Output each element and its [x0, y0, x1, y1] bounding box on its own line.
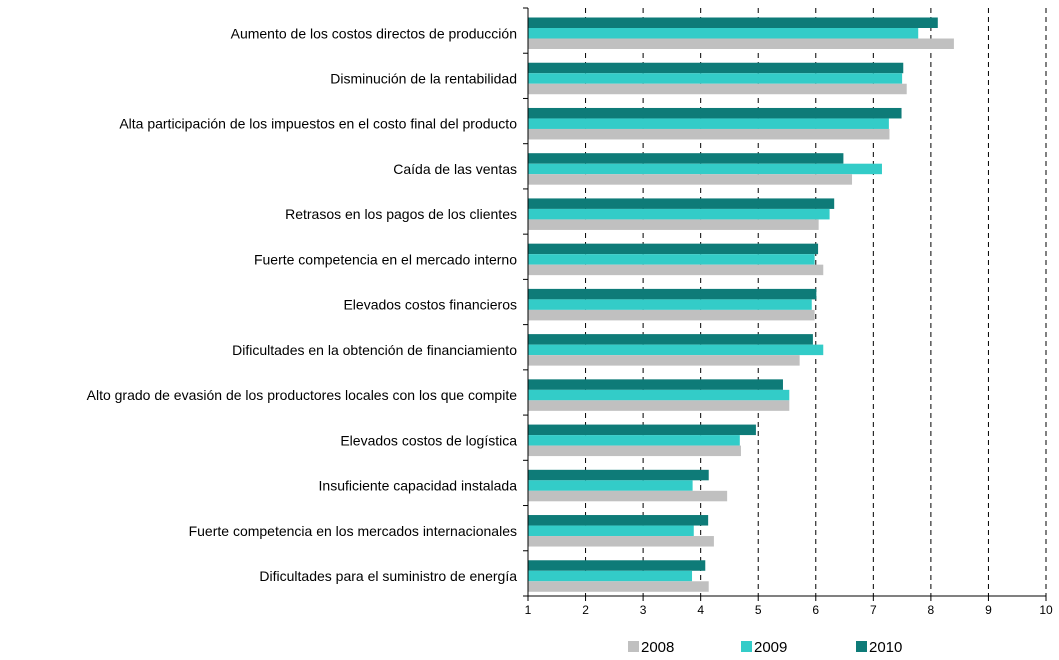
bar-2008-9	[528, 445, 741, 457]
bar-2009-5	[528, 254, 815, 265]
bar-2008-11	[528, 536, 714, 547]
legend-label-2008: 2008	[641, 639, 674, 656]
x-tick-label-5: 5	[755, 603, 762, 617]
x-tick-labels: 1 2 3 4 5 6 7 8 9 10	[525, 603, 1053, 617]
legend-swatch-2010	[856, 641, 867, 652]
bar-2010-9	[528, 424, 756, 436]
bar-2009-6	[528, 299, 812, 310]
bar-2010-3	[528, 153, 844, 164]
category-label-4: Retrasos en los pagos de los clientes	[285, 206, 517, 222]
category-label-0: Aumento de los costos directos de produc…	[231, 25, 517, 41]
bar-2010-1	[528, 62, 904, 74]
category-label-12: Dificultades para el suministro de energ…	[259, 568, 517, 584]
category-label-10: Insuficiente capacidad instalada	[319, 478, 518, 494]
bar-2009-9	[528, 435, 740, 446]
category-label-11: Fuerte competencia en los mercados inter…	[189, 523, 517, 539]
bar-2008-7	[528, 355, 800, 366]
category-label-1: Disminución de la rentabilidad	[330, 70, 517, 86]
bar-2009-12	[528, 570, 693, 582]
x-tick-label-7: 7	[870, 603, 877, 617]
x-tick-label-10: 10	[1039, 603, 1053, 617]
bar-2010-7	[528, 334, 813, 345]
category-label-7: Dificultades en la obtención de financia…	[232, 342, 517, 358]
x-tick-label-8: 8	[928, 603, 935, 617]
legend-swatch-2008	[628, 641, 639, 652]
x-tick-label-4: 4	[697, 603, 704, 617]
legend: 2008 2009 2010	[628, 639, 902, 656]
bar-2009-11	[528, 525, 694, 537]
x-tick-label-6: 6	[812, 603, 819, 617]
bar-2009-10	[528, 480, 693, 491]
bar-2008-1	[528, 83, 907, 95]
category-label-5: Fuerte competencia en el mercado interno	[254, 251, 517, 267]
x-tick-label-2: 2	[582, 603, 589, 617]
bar-2008-6	[528, 309, 815, 321]
bar-2010-10	[528, 469, 709, 481]
bar-2008-0	[528, 38, 954, 49]
bar-2008-10	[528, 490, 728, 502]
category-label-8: Alto grado de evasión de los productores…	[87, 387, 518, 403]
bar-2010-12	[528, 560, 706, 571]
bar-2010-8	[528, 379, 783, 390]
bar-2009-0	[528, 28, 919, 39]
category-labels: Aumento de los costos directos de produc…	[87, 25, 518, 584]
bar-2009-1	[528, 73, 903, 84]
bar-2010-5	[528, 243, 819, 255]
bar-2010-2	[528, 107, 902, 119]
legend-label-2009: 2009	[754, 639, 787, 656]
category-label-3: Caída de las ventas	[393, 161, 517, 177]
bar-2009-7	[528, 344, 824, 356]
bar-2009-4	[528, 208, 830, 220]
bar-2010-4	[528, 198, 835, 209]
x-tick-label-3: 3	[640, 603, 647, 617]
bar-2010-0	[528, 17, 938, 28]
axes	[523, 7, 1047, 601]
legend-swatch-2009	[741, 641, 752, 652]
bar-2008-5	[528, 264, 824, 276]
category-label-2: Alta participación de los impuestos en e…	[119, 116, 517, 132]
bar-2008-3	[528, 174, 853, 185]
bar-2010-11	[528, 515, 709, 526]
category-label-6: Elevados costos financieros	[343, 297, 517, 313]
bar-2008-8	[528, 400, 790, 411]
bar-2008-4	[528, 219, 819, 230]
bar-2009-8	[528, 389, 790, 401]
bar-2010-6	[528, 288, 817, 300]
bar-2009-3	[528, 163, 882, 175]
legend-label-2010: 2010	[869, 639, 902, 656]
x-tick-label-1: 1	[525, 603, 532, 617]
bar-2008-2	[528, 128, 890, 140]
x-tick-label-9: 9	[985, 603, 992, 617]
bar-2008-12	[528, 581, 709, 592]
bar-2009-2	[528, 118, 889, 129]
category-label-9: Elevados costos de logística	[340, 432, 517, 448]
bars	[528, 17, 954, 592]
